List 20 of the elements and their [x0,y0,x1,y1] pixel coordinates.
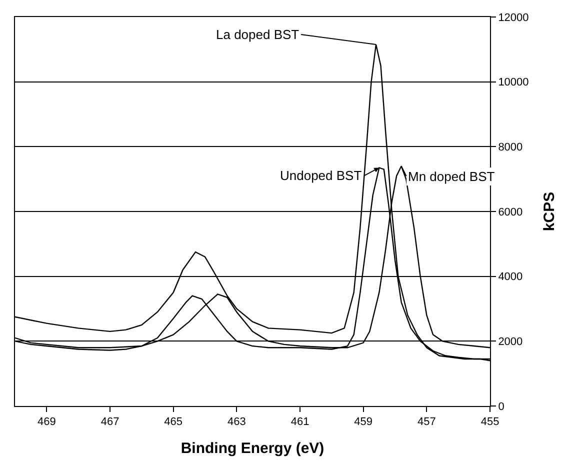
annotation: La doped BST [216,27,300,42]
x-tick-label: 467 [100,416,120,428]
y-tick-label: 2000 [498,336,523,348]
y-tick-label: 6000 [498,206,523,218]
x-tick-label: 461 [290,416,310,428]
x-axis-title: Binding Energy (eV) [180,440,324,458]
x-tick-label: 465 [164,416,183,428]
y-tick-label: 12000 [498,12,529,24]
x-tick-label: 455 [480,416,500,428]
annotation: Mn doped BST [408,169,495,184]
y-tick-label: 4000 [498,271,523,284]
y-tick-label: 8000 [498,142,523,154]
y-tick-label: 10000 [498,76,529,89]
x-tick-label: 463 [227,416,246,428]
x-tick-label: 457 [417,416,436,428]
annotation: Undoped BST [280,168,362,183]
y-tick-label: 0 [498,400,504,413]
x-tick-label: 469 [37,416,56,428]
x-tick-label: 459 [354,416,373,428]
y-axis-title: kCPS [540,192,558,232]
